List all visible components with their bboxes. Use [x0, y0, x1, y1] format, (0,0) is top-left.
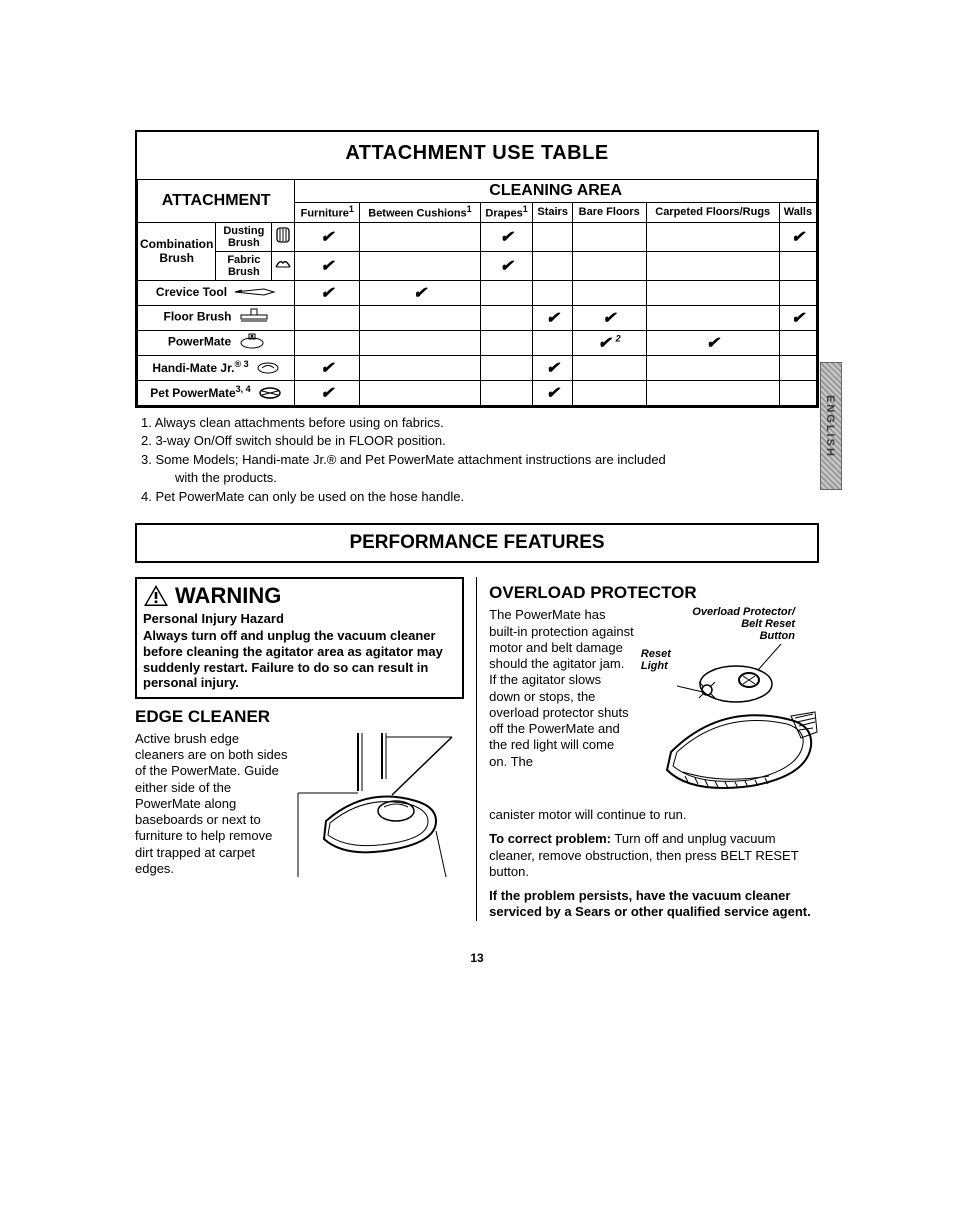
warning-icon — [143, 584, 169, 608]
handimate-icon — [256, 360, 280, 374]
powermate-icon — [239, 333, 265, 349]
col-furniture: Furniture1 — [295, 203, 360, 223]
overload-text-3: If the problem persists, have the vacuum… — [489, 888, 819, 921]
table-row: Fabric Brush ✔ ✔ — [138, 251, 817, 280]
pet-powermate-icon — [258, 385, 282, 399]
warning-subhead: Personal Injury Hazard — [143, 611, 456, 626]
attachment-header: ATTACHMENT — [138, 180, 295, 223]
overload-text-1: The PowerMate has built-in protection ag… — [489, 607, 635, 807]
warning-box: WARNING Personal Injury Hazard Always tu… — [135, 577, 464, 698]
edge-cleaner-text: Active brush edge cleaners are on both s… — [135, 731, 290, 886]
col-walls: Walls — [779, 203, 816, 223]
table-title: ATTACHMENT USE TABLE — [137, 132, 817, 179]
page-number: 13 — [135, 951, 819, 965]
table-notes: 1. Always clean attachments before using… — [141, 414, 819, 506]
dusting-brush-icon — [274, 226, 292, 244]
floor-brush-icon — [239, 308, 269, 324]
attachment-use-table-box: ATTACHMENT USE TABLE ATTACHMENT CLEANING… — [135, 130, 819, 408]
overload-heading: OVERLOAD PROTECTOR — [489, 583, 819, 603]
edge-cleaner-figure — [296, 731, 464, 886]
crevice-tool-icon — [234, 287, 276, 297]
table-row: Pet PowerMate3, 4 ✔ ✔ — [138, 380, 817, 405]
cleaning-area-header: CLEANING AREA — [295, 180, 817, 203]
table-row: CombinationBrush Dusting Brush ✔ ✔ ✔ — [138, 222, 817, 251]
use-table: ATTACHMENT CLEANING AREA Furniture1 Betw… — [137, 179, 817, 406]
overload-figure: Overload Protector/ Belt Reset Button Re… — [641, 607, 819, 807]
edge-cleaner-heading: EDGE CLEANER — [135, 707, 464, 727]
col-drapes: Drapes1 — [480, 203, 533, 223]
table-row: PowerMate ✔ 2 ✔ — [138, 330, 817, 355]
table-row: Floor Brush ✔ ✔ ✔ — [138, 305, 817, 330]
overload-text-1b: canister motor will continue to run. — [489, 807, 819, 823]
col-bare: Bare Floors — [572, 203, 646, 223]
table-row: Crevice Tool ✔ ✔ — [138, 280, 817, 305]
overload-text-2: To correct problem: Turn off and unplug … — [489, 831, 819, 880]
warning-heading: WARNING — [143, 583, 456, 609]
performance-features-heading: PERFORMANCE FEATURES — [135, 523, 819, 563]
col-stairs: Stairs — [533, 203, 573, 223]
warning-body: Always turn off and unplug the vacuum cl… — [143, 628, 456, 690]
table-row: Handi-Mate Jr.® 3 ✔ ✔ — [138, 355, 817, 380]
col-carpet: Carpeted Floors/Rugs — [646, 203, 779, 223]
fabric-brush-icon — [274, 257, 292, 271]
col-cushions: Between Cushions1 — [360, 203, 481, 223]
